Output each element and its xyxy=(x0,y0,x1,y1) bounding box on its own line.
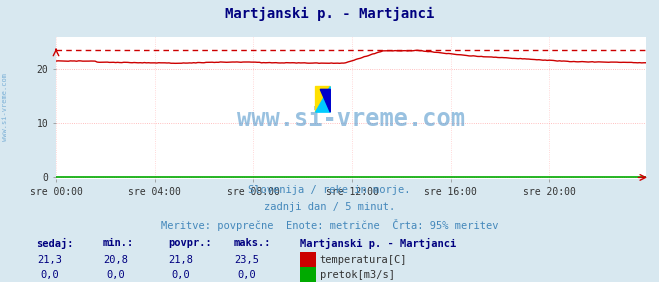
Text: min.:: min.: xyxy=(102,238,133,248)
Polygon shape xyxy=(316,87,330,112)
Text: www.si-vreme.com: www.si-vreme.com xyxy=(237,107,465,131)
Text: Martjanski p. - Martjanci: Martjanski p. - Martjanci xyxy=(300,238,456,249)
Text: sedaj:: sedaj: xyxy=(36,238,74,249)
Text: zadnji dan / 5 minut.: zadnji dan / 5 minut. xyxy=(264,202,395,212)
Text: maks.:: maks.: xyxy=(234,238,272,248)
Text: povpr.:: povpr.: xyxy=(168,238,212,248)
Text: 0,0: 0,0 xyxy=(40,270,59,280)
Polygon shape xyxy=(320,89,330,112)
Text: Martjanski p. - Martjanci: Martjanski p. - Martjanci xyxy=(225,7,434,21)
Text: 21,8: 21,8 xyxy=(169,255,194,265)
Polygon shape xyxy=(316,87,330,112)
Text: 0,0: 0,0 xyxy=(106,270,125,280)
Text: 23,5: 23,5 xyxy=(235,255,260,265)
Text: Slovenija / reke in morje.: Slovenija / reke in morje. xyxy=(248,185,411,195)
Text: 0,0: 0,0 xyxy=(172,270,190,280)
Text: pretok[m3/s]: pretok[m3/s] xyxy=(320,270,395,280)
Text: 21,3: 21,3 xyxy=(37,255,62,265)
Text: www.si-vreme.com: www.si-vreme.com xyxy=(2,73,9,141)
Text: Meritve: povprečne  Enote: metrične  Črta: 95% meritev: Meritve: povprečne Enote: metrične Črta:… xyxy=(161,219,498,231)
Text: 20,8: 20,8 xyxy=(103,255,128,265)
Text: 0,0: 0,0 xyxy=(238,270,256,280)
Text: temperatura[C]: temperatura[C] xyxy=(320,255,407,265)
